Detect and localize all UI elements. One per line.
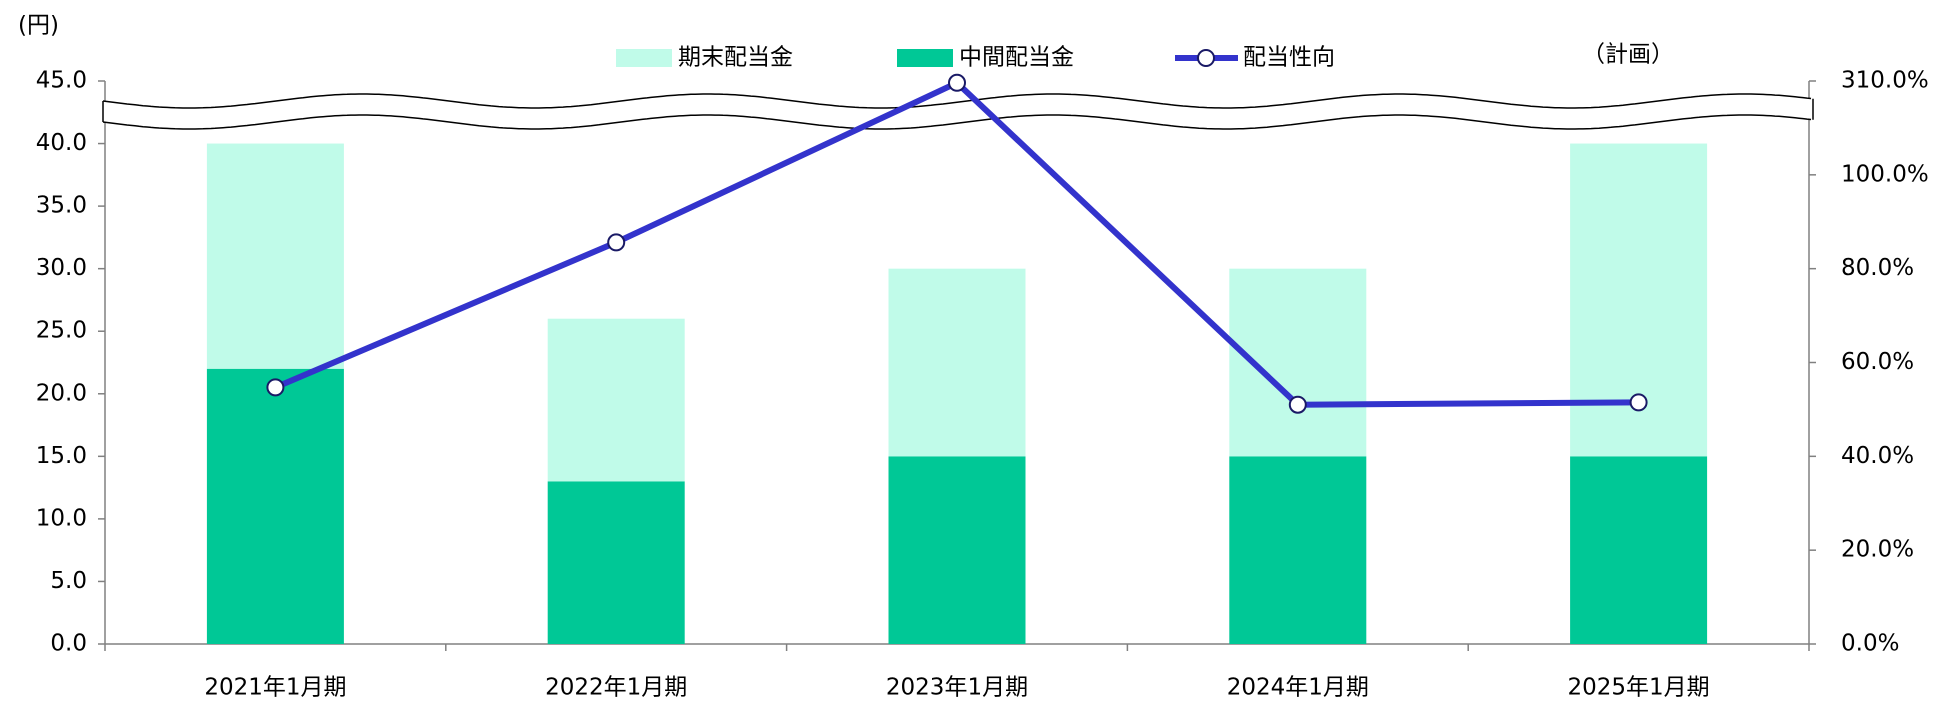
y2-tick-label: 100.0% bbox=[1841, 161, 1929, 187]
legend-label: 中間配当金 bbox=[959, 45, 1074, 71]
line-marker bbox=[266, 378, 285, 397]
bar bbox=[1229, 456, 1367, 644]
axis-break-line bbox=[102, 114, 1812, 130]
y2-tick-label: 80.0% bbox=[1841, 255, 1914, 281]
y-tick-label: 0.0 bbox=[50, 631, 87, 657]
line-marker bbox=[948, 73, 966, 92]
y2-tick-label: 310.0% bbox=[1841, 68, 1929, 94]
axis-break-cap bbox=[102, 98, 1814, 122]
y-tick-label: 5.0 bbox=[50, 568, 87, 594]
y2-tick-label: 40.0% bbox=[1841, 443, 1914, 469]
legend-label: 配当性向 bbox=[1243, 45, 1335, 71]
y-tick-label: 40.0 bbox=[36, 130, 87, 156]
y-unit-label: (円) bbox=[18, 13, 59, 39]
legend-label: 期末配当金 bbox=[678, 45, 793, 71]
legend-marker bbox=[1197, 49, 1215, 67]
line-marker bbox=[607, 233, 626, 252]
x-tick-label: 2024年1月期 bbox=[1227, 675, 1369, 701]
bar bbox=[888, 456, 1026, 644]
y2-tick-label: 60.0% bbox=[1841, 349, 1914, 375]
y-tick-label: 45.0 bbox=[36, 68, 87, 94]
x-tick-label: 2023年1月期 bbox=[886, 675, 1028, 701]
y-tick-label: 15.0 bbox=[36, 443, 87, 469]
y-tick-label: 25.0 bbox=[36, 318, 87, 344]
line-marker bbox=[1288, 395, 1307, 414]
y2-tick-label: 20.0% bbox=[1841, 537, 1914, 563]
y-tick-label: 10.0 bbox=[36, 505, 87, 531]
y-tick-label: 35.0 bbox=[36, 193, 87, 219]
plan-note: （計画） bbox=[1582, 42, 1674, 68]
legend-swatch bbox=[897, 49, 953, 67]
bar bbox=[206, 368, 344, 644]
bar bbox=[547, 481, 685, 644]
bar bbox=[547, 318, 685, 482]
bar bbox=[888, 268, 1026, 457]
y-tick-label: 20.0 bbox=[36, 380, 87, 406]
y2-tick-label: 0.0% bbox=[1841, 631, 1899, 657]
y-tick-label: 30.0 bbox=[36, 255, 87, 281]
x-tick-label: 2025年1月期 bbox=[1568, 675, 1710, 701]
line-marker bbox=[1629, 393, 1648, 412]
x-tick-label: 2021年1月期 bbox=[204, 675, 346, 701]
axis-break-fill bbox=[103, 94, 1811, 129]
axis-break-line bbox=[102, 93, 1812, 109]
bar bbox=[206, 143, 344, 369]
bar bbox=[1570, 456, 1708, 644]
legend-swatch bbox=[616, 49, 672, 67]
x-tick-label: 2022年1月期 bbox=[545, 675, 687, 701]
